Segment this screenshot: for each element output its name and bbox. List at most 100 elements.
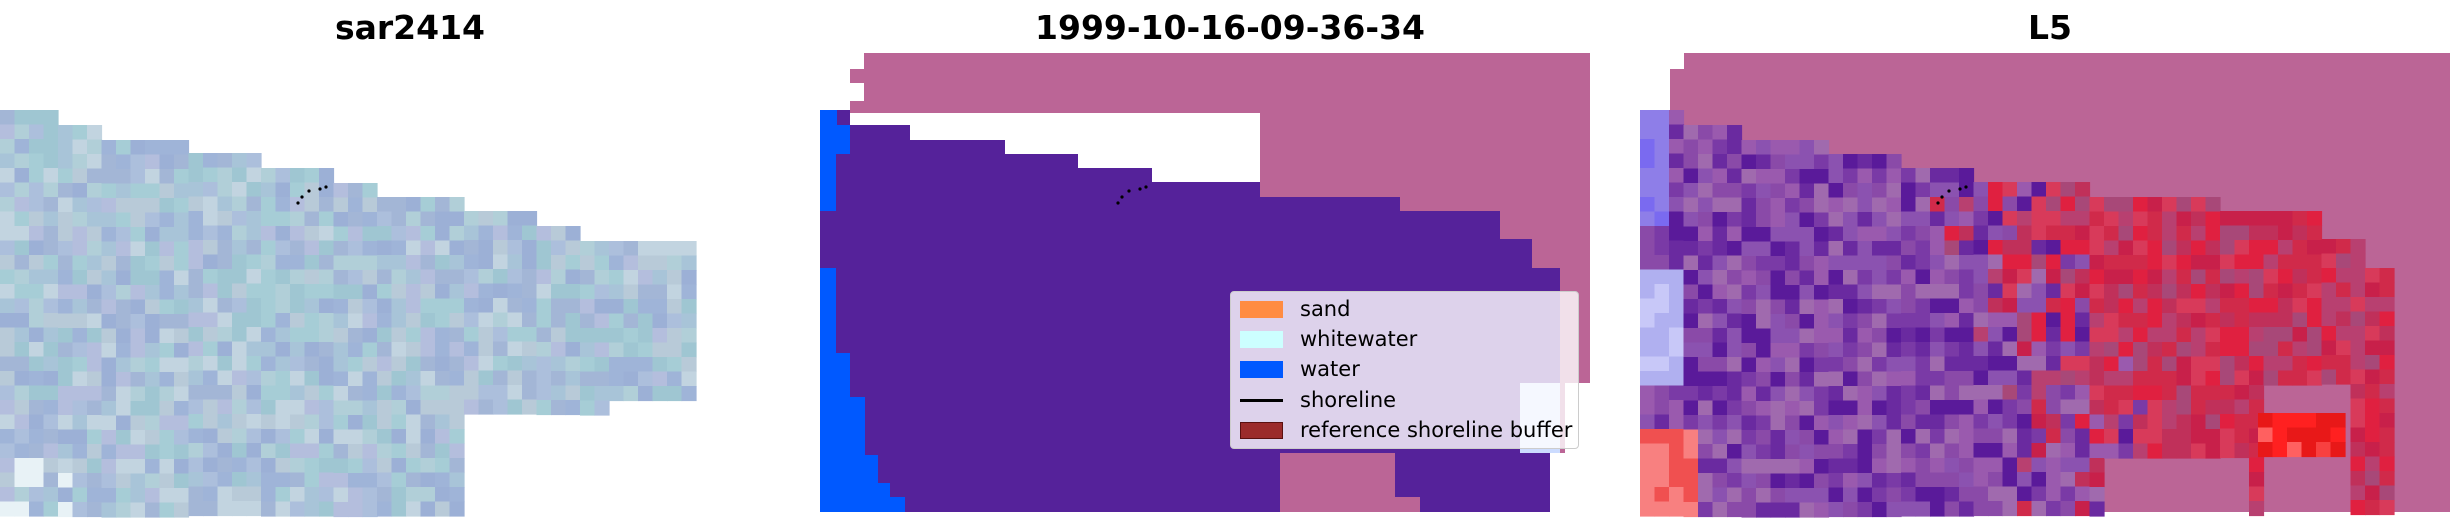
rgb-pixel xyxy=(594,386,610,402)
l5-pixel xyxy=(1756,401,1772,417)
rgb-pixel xyxy=(43,240,59,256)
rgb-pixel xyxy=(43,226,59,242)
l5-pixel xyxy=(2191,211,2207,227)
rgb-pixel xyxy=(652,328,668,344)
legend-item-whitewater: whitewater xyxy=(1240,327,1417,351)
rgb-pixel xyxy=(261,211,277,227)
rgb-pixel xyxy=(0,284,16,300)
l5-pixel xyxy=(1959,472,1975,488)
l5-pixel xyxy=(1712,154,1728,170)
l5-pixel xyxy=(2017,196,2033,212)
l5-pixel xyxy=(1944,269,1960,285)
rgb-pixel xyxy=(203,486,219,502)
rgb-pixel xyxy=(362,487,378,503)
l5-pixel xyxy=(2350,355,2366,371)
rgb-pixel xyxy=(333,386,349,402)
rgb-pixel xyxy=(681,313,697,329)
l5-pixel xyxy=(1828,328,1844,344)
l5-pixel xyxy=(1727,371,1743,387)
rgb-pixel xyxy=(652,357,668,373)
rgb-pixel xyxy=(29,269,45,285)
l5-pixel xyxy=(1973,327,1989,343)
legend-label: shoreline xyxy=(1300,388,1397,412)
l5-pixel xyxy=(1843,197,1859,213)
l5-pixel xyxy=(1785,169,1801,185)
l5-pixel xyxy=(2379,471,2395,487)
l5-pixel xyxy=(1857,255,1873,271)
rgb-pixel xyxy=(449,284,465,300)
rgb-pixel xyxy=(333,212,349,228)
l5-pixel xyxy=(2220,414,2236,430)
rgb-pixel xyxy=(0,255,16,271)
rgb-pixel xyxy=(43,414,59,430)
rgb-pixel xyxy=(319,255,335,271)
rgb-pixel xyxy=(362,357,378,373)
l5-pixel xyxy=(1959,182,1975,198)
l5-pixel xyxy=(1944,168,1960,184)
rgb-pixel xyxy=(101,183,117,199)
l5-pixel xyxy=(2292,283,2308,299)
l5-pixel xyxy=(2365,471,2381,487)
l5-pixel xyxy=(2075,298,2091,314)
rgb-pixel xyxy=(420,226,436,242)
l5-pixel xyxy=(2287,427,2303,443)
l5-pixel xyxy=(1886,487,1902,503)
rgb-pixel xyxy=(580,400,596,416)
rgb-pixel xyxy=(319,429,335,445)
rgb-pixel xyxy=(101,430,117,446)
rgb-pixel xyxy=(348,487,364,503)
rgb-pixel xyxy=(435,211,451,227)
l5-pixel xyxy=(1930,472,1946,488)
l5-pixel xyxy=(1973,385,1989,401)
l5-pixel xyxy=(2002,501,2018,517)
l5-pixel xyxy=(1857,241,1873,257)
l5-pixel xyxy=(1683,400,1699,416)
rgb-pixel xyxy=(14,501,30,517)
l5-pixel xyxy=(1944,385,1960,401)
l5-pixel xyxy=(2089,226,2105,242)
l5-pixel xyxy=(1741,270,1757,286)
l5-pixel xyxy=(1843,183,1859,199)
l5-pixel xyxy=(1944,400,1960,416)
l5-pixel xyxy=(2031,240,2047,256)
rgb-pixel xyxy=(14,110,30,126)
l5-pixel xyxy=(2205,327,2221,343)
rgb-pixel xyxy=(362,270,378,286)
rgb-pixel xyxy=(319,211,335,227)
l5-tile-grid xyxy=(1640,110,2395,518)
rgb-pixel xyxy=(319,458,335,474)
l5-pixel xyxy=(2234,283,2250,299)
rgb-pixel xyxy=(14,472,30,488)
l5-pixel xyxy=(2176,385,2192,401)
rgb-pixel xyxy=(217,370,233,386)
rgb-pixel xyxy=(362,313,378,329)
rgb-pixel xyxy=(290,327,306,343)
l5-pixel xyxy=(1669,284,1685,300)
rgb-pixel xyxy=(116,401,132,417)
l5-pixel xyxy=(2002,472,2018,488)
l5-pixel xyxy=(1959,298,1975,314)
l5-pixel xyxy=(2060,298,2076,314)
rgb-pixel xyxy=(174,357,190,373)
rgb-pixel xyxy=(362,284,378,300)
rgb-pixel xyxy=(638,284,654,300)
l5-pixel xyxy=(2118,255,2134,271)
l5-pixel xyxy=(1756,183,1772,199)
l5-pixel xyxy=(1828,473,1844,489)
rgb-pixel xyxy=(29,313,45,329)
rgb-pixel xyxy=(130,444,146,460)
l5-pixel xyxy=(2191,197,2207,213)
l5-pixel xyxy=(1959,429,1975,445)
l5-pixel xyxy=(2002,370,2018,386)
l5-pixel xyxy=(2249,254,2265,270)
rgb-pixel xyxy=(493,370,509,386)
l5-pixel xyxy=(1727,386,1743,402)
l5-pixel xyxy=(2046,414,2062,430)
rgb-pixel xyxy=(681,371,697,387)
rgb-pixel xyxy=(522,211,538,227)
rgb-pixel xyxy=(348,473,364,489)
l5-pixel xyxy=(1669,139,1685,155)
rgb-pixel xyxy=(174,473,190,489)
rgb-pixel xyxy=(565,342,581,358)
rgb-pixel xyxy=(493,356,509,372)
